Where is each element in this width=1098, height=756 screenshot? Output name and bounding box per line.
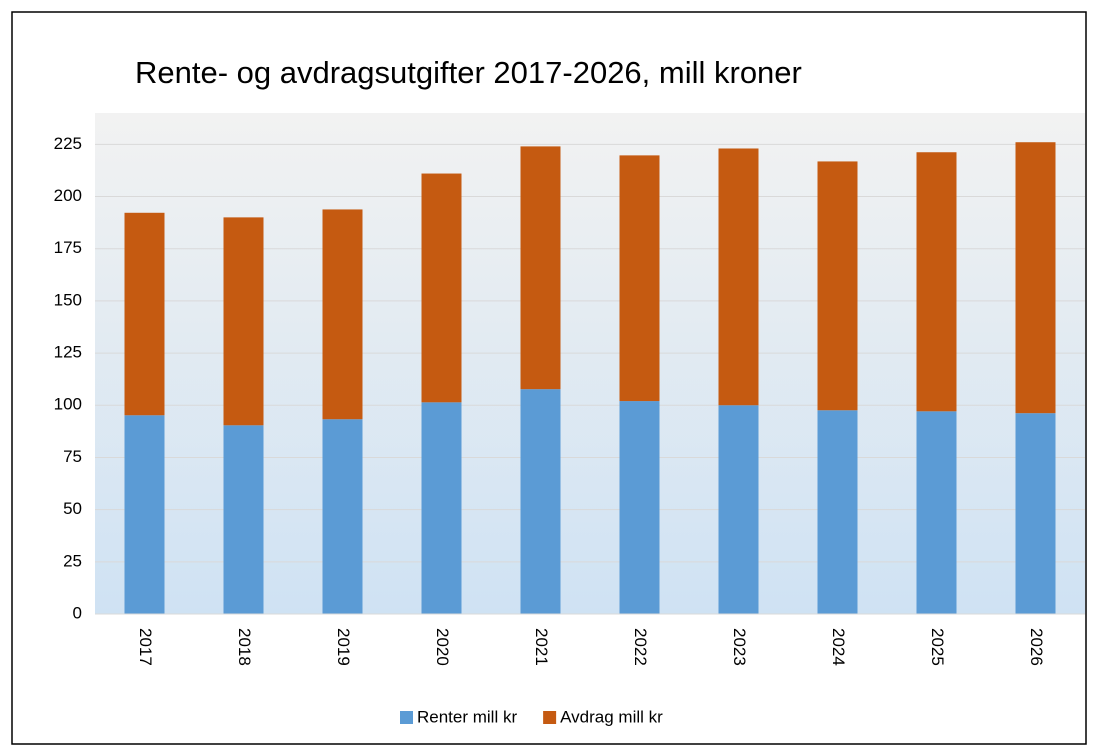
y-tick-label: 225 <box>54 134 82 153</box>
y-tick-label: 175 <box>54 238 82 257</box>
bar <box>322 209 363 420</box>
bar <box>1015 142 1056 414</box>
y-tick-label: 0 <box>73 603 82 622</box>
bar <box>520 146 561 390</box>
y-tick-label: 125 <box>54 343 82 362</box>
bar <box>223 425 264 614</box>
legend-swatch <box>400 711 413 724</box>
bar <box>520 389 561 614</box>
bar <box>916 152 957 412</box>
y-tick-label: 150 <box>54 290 82 309</box>
bar <box>421 173 462 403</box>
legend-label: Avdrag mill kr <box>560 707 663 726</box>
bar <box>619 401 660 614</box>
x-tick-label: 2018 <box>235 628 254 666</box>
x-tick-label: 2017 <box>136 628 155 666</box>
legend-swatch <box>543 711 557 724</box>
bar <box>619 155 660 402</box>
y-tick-label: 75 <box>63 447 82 466</box>
bar <box>916 411 957 614</box>
x-tick-label: 2024 <box>829 628 848 666</box>
y-tick-label: 25 <box>63 551 82 570</box>
x-tick-label: 2023 <box>730 628 749 666</box>
bar <box>1015 413 1056 614</box>
x-tick-label: 2026 <box>1027 628 1046 666</box>
chart-title: Rente- og avdragsutgifter 2017-2026, mil… <box>135 55 802 90</box>
y-tick-label: 50 <box>63 499 82 518</box>
bar <box>223 217 264 426</box>
x-tick-label: 2022 <box>631 628 650 666</box>
x-tick-label: 2021 <box>532 628 551 666</box>
x-tick-label: 2019 <box>334 628 353 666</box>
y-tick-label: 100 <box>54 395 82 414</box>
bar <box>124 415 165 614</box>
x-tick-label: 2020 <box>433 628 452 666</box>
legend-label: Renter mill kr <box>417 707 517 726</box>
bar <box>124 212 165 416</box>
bar <box>718 405 759 614</box>
bar <box>718 148 759 406</box>
bar <box>817 410 858 614</box>
bar <box>421 402 462 614</box>
bar <box>817 161 858 411</box>
bar <box>322 419 363 614</box>
y-tick-label: 200 <box>54 186 82 205</box>
x-tick-label: 2025 <box>928 628 947 666</box>
